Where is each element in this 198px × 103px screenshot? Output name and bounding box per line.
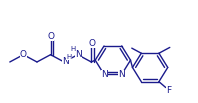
Text: O: O [47,32,54,41]
Text: H: H [70,46,75,52]
Text: O: O [20,50,27,59]
Text: O: O [89,39,96,48]
Text: N: N [62,57,69,66]
Text: N: N [118,70,125,79]
Text: F: F [166,86,171,95]
Text: N: N [75,50,82,59]
Text: H: H [66,54,72,60]
Text: N: N [101,70,107,79]
